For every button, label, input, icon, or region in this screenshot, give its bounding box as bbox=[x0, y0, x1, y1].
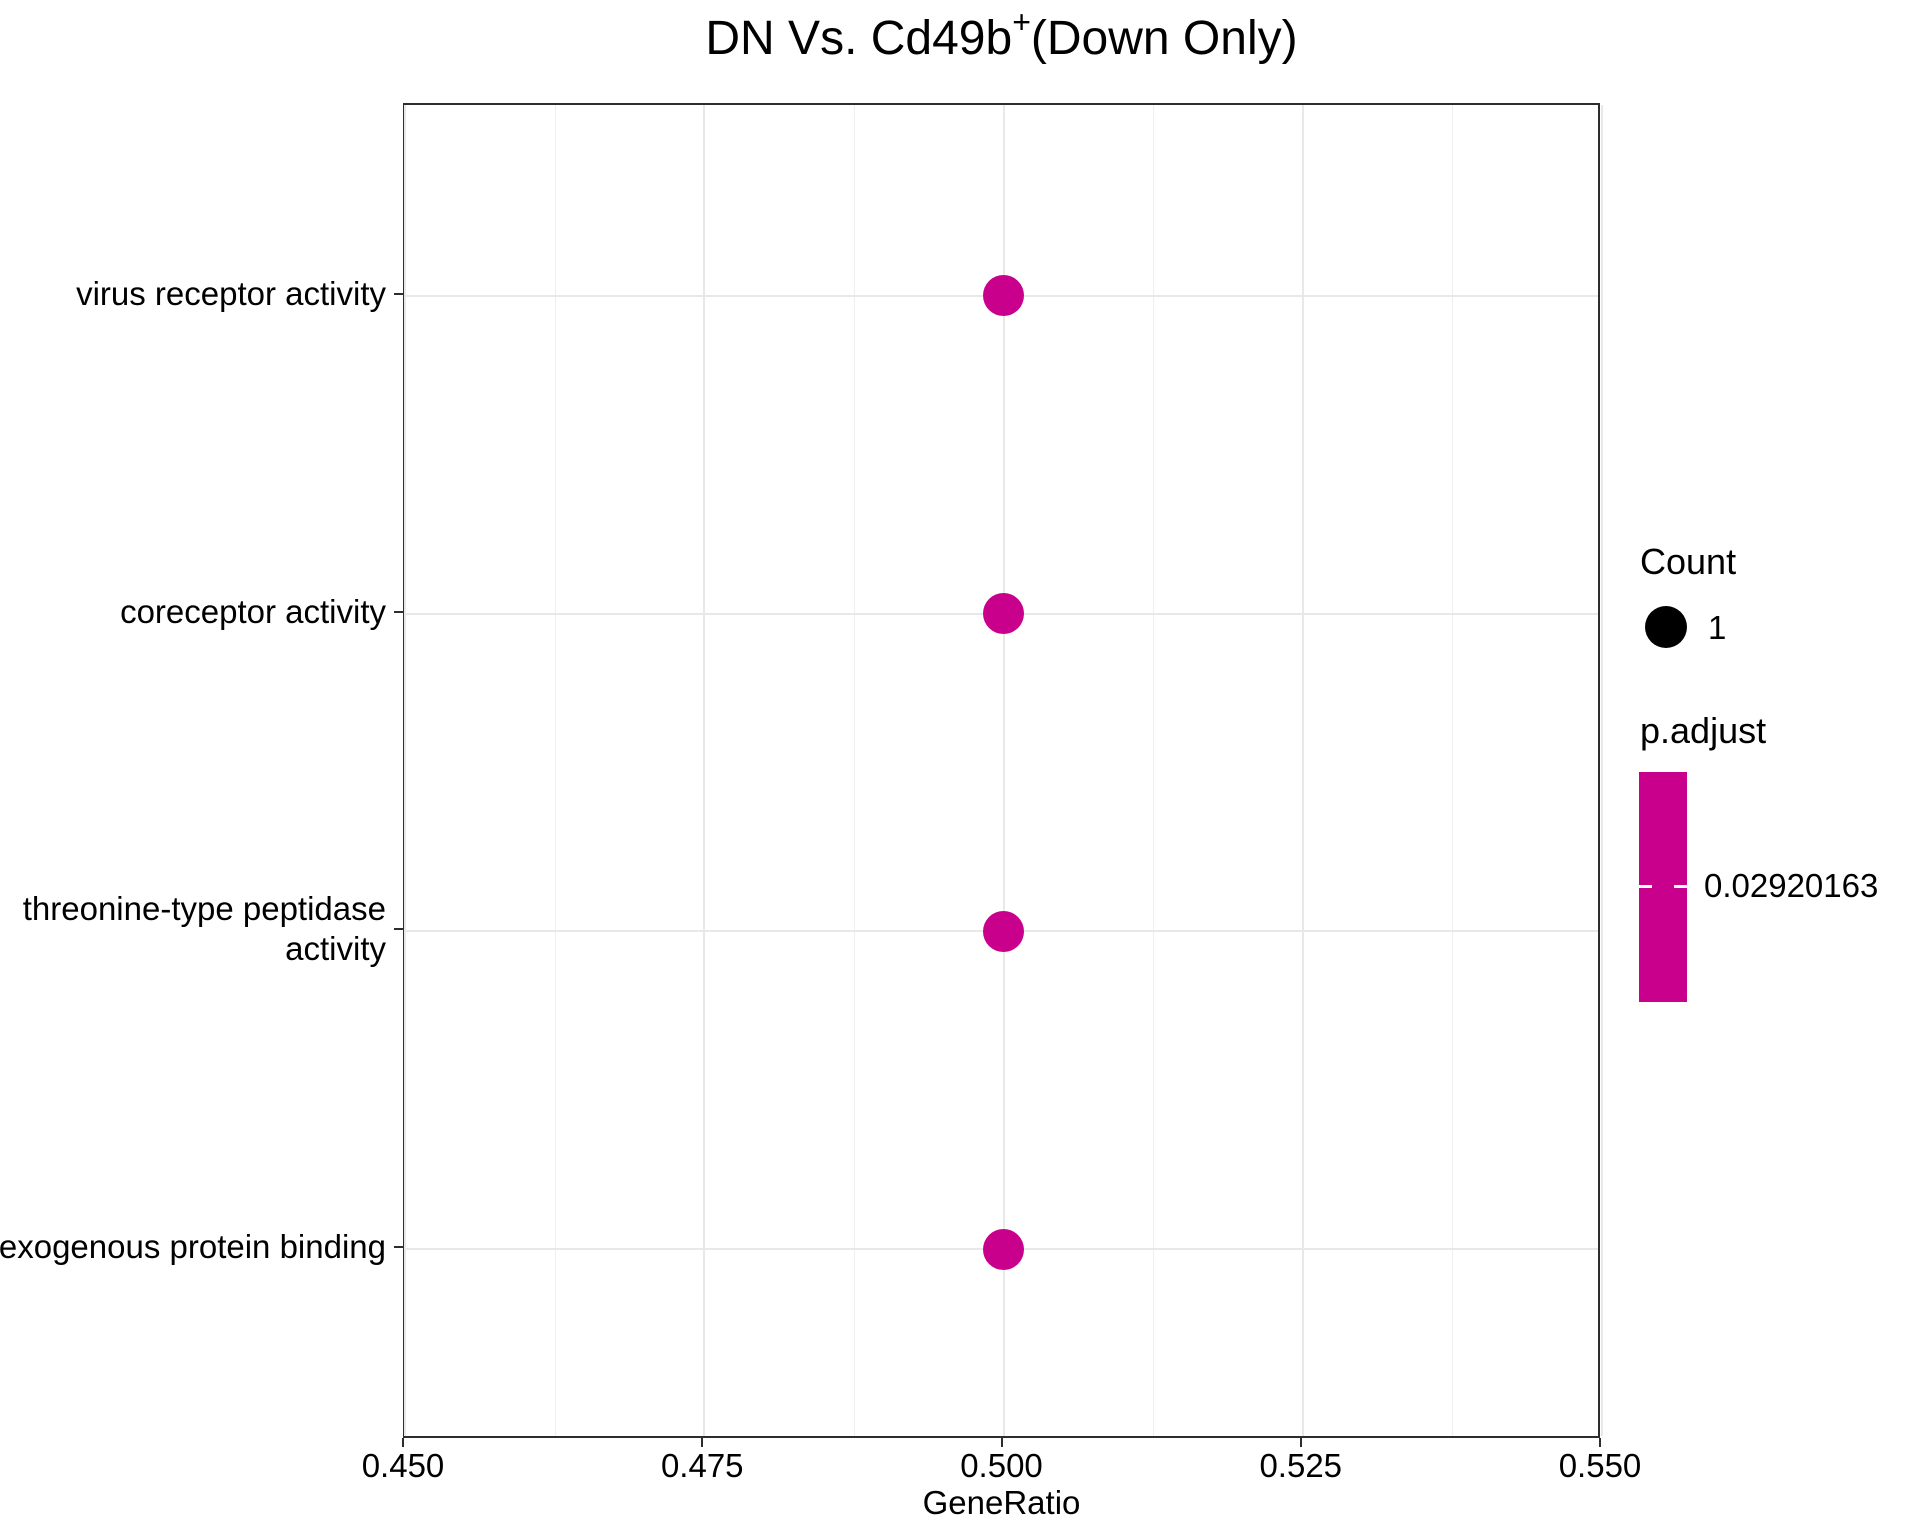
plot-panel bbox=[403, 103, 1603, 1438]
x-tick-label: 0.525 bbox=[1259, 1447, 1343, 1484]
y-tick-label: virus receptor activity bbox=[76, 274, 386, 314]
y-tick-label: threonine-type peptidase activity bbox=[23, 889, 386, 969]
x-tick-label: 0.475 bbox=[660, 1447, 744, 1484]
y-tick-label-line: threonine-type peptidase bbox=[22, 890, 386, 928]
y-tick-label-line: activity bbox=[285, 930, 386, 968]
vertical-minor-gridline bbox=[554, 105, 556, 1436]
chart-title: DN Vs. Cd49b+(Down Only) bbox=[403, 6, 1600, 72]
legend-count-value: 1 bbox=[1708, 609, 1727, 646]
x-axis-tick bbox=[1000, 1438, 1003, 1447]
y-axis-tick bbox=[394, 610, 403, 613]
vertical-major-gridline bbox=[703, 105, 706, 1436]
vertical-minor-gridline bbox=[1452, 105, 1454, 1436]
chart-title-text: DN Vs. Cd49b bbox=[705, 12, 1013, 65]
chart-title-suffix: (Down Only) bbox=[1030, 12, 1298, 65]
legend-padjust-title: p.adjust bbox=[1640, 710, 1767, 751]
y-tick-label-line: exogenous protein binding bbox=[0, 1228, 386, 1266]
x-axis-tick bbox=[1299, 1438, 1302, 1447]
vertical-major-gridline bbox=[1002, 105, 1005, 1436]
data-point bbox=[983, 275, 1024, 317]
vertical-major-gridline bbox=[404, 105, 406, 1436]
data-point bbox=[983, 593, 1024, 635]
vertical-major-gridline bbox=[1301, 105, 1304, 1436]
x-tick-label: 0.450 bbox=[361, 1447, 445, 1484]
y-tick-label-line: coreceptor activity bbox=[120, 592, 386, 630]
colorbar-tick-right bbox=[1674, 885, 1687, 888]
colorbar-tick-left bbox=[1639, 885, 1652, 888]
y-axis-tick bbox=[394, 292, 403, 295]
legend-count-dot-icon bbox=[1645, 606, 1687, 648]
vertical-minor-gridline bbox=[1153, 105, 1155, 1436]
y-tick-label: exogenous protein binding bbox=[0, 1227, 386, 1267]
y-tick-label-line: virus receptor activity bbox=[76, 274, 386, 312]
y-axis-tick bbox=[394, 1246, 403, 1249]
y-axis-tick bbox=[394, 928, 403, 931]
x-tick-label: 0.500 bbox=[960, 1447, 1043, 1484]
y-tick-label: coreceptor activity bbox=[120, 592, 386, 632]
x-axis-tick bbox=[1599, 1438, 1601, 1447]
legend-count-title: Count bbox=[1640, 541, 1737, 582]
data-point bbox=[983, 910, 1024, 952]
x-tick-label: 0.550 bbox=[1558, 1447, 1642, 1484]
vertical-minor-gridline bbox=[853, 105, 855, 1436]
x-axis-title: GeneRatio bbox=[922, 1484, 1081, 1521]
x-axis-tick bbox=[701, 1438, 704, 1447]
vertical-major-gridline bbox=[1601, 105, 1603, 1436]
data-point bbox=[983, 1228, 1024, 1270]
legend-padjust-value: 0.02920163 bbox=[1704, 867, 1879, 904]
chart-title-superscript: + bbox=[1012, 4, 1031, 40]
x-axis-tick bbox=[402, 1438, 404, 1447]
